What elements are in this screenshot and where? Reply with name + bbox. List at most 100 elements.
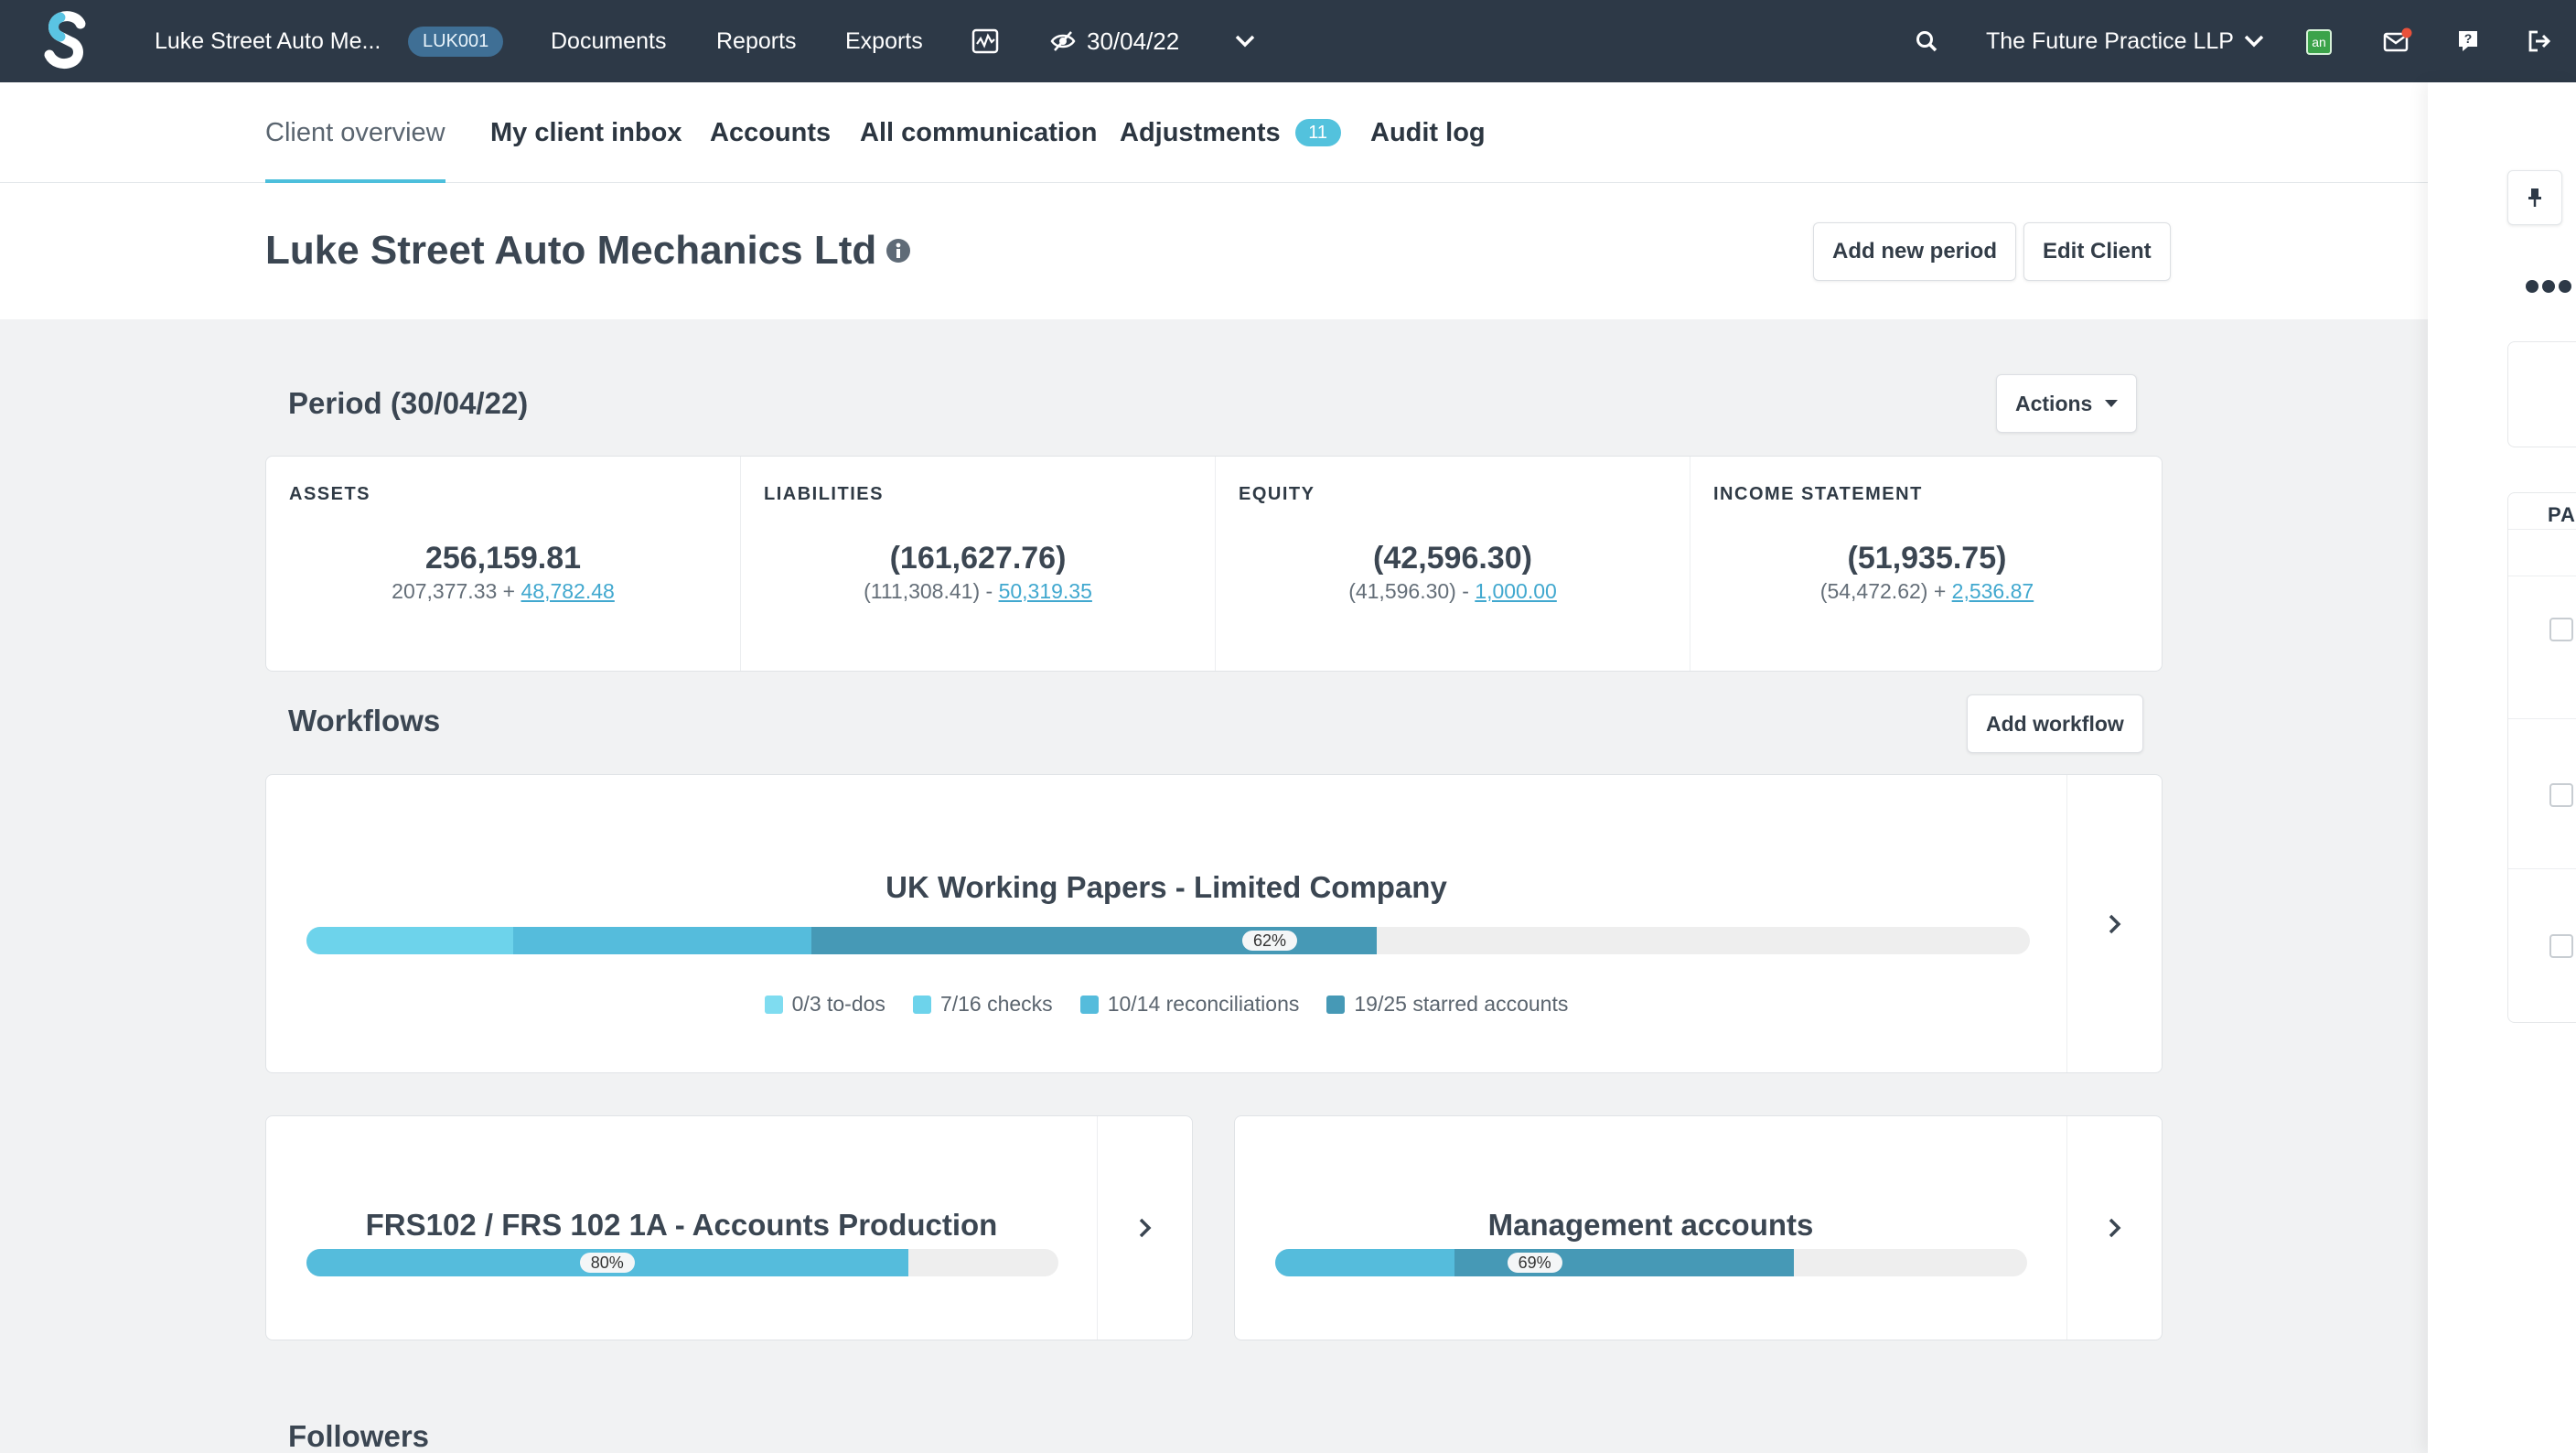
chevron-right-icon [2109, 914, 2120, 933]
nav-reports[interactable]: Reports [716, 27, 797, 54]
chevron-right-icon [1139, 1218, 1151, 1238]
workflow-title: FRS102 / FRS 102 1A - Accounts Productio… [365, 1208, 998, 1242]
period-date: 30/04/22 [1087, 27, 1180, 55]
legend-item-todos: 0/3 to-dos [764, 992, 886, 1017]
logout-icon[interactable] [2527, 28, 2552, 54]
legend-swatch [912, 995, 931, 1014]
tab-adjustments[interactable]: Adjustments 11 [1120, 82, 1341, 183]
client-name[interactable]: Luke Street Auto Me... [155, 27, 381, 54]
legend-swatch [1079, 995, 1099, 1014]
stat-income-statement: INCOME STATEMENT (51,935.75) (54,472.62)… [1690, 457, 2163, 671]
row-checkbox[interactable] [2549, 618, 2573, 641]
legend-swatch [764, 995, 783, 1014]
stat-base: (54,472.62) + [1819, 579, 1947, 603]
app-switch-icon[interactable]: an [2305, 28, 2333, 56]
top-navigation-bar: Luke Street Auto Me... LUK001 Documents … [0, 0, 2576, 82]
progress-percent: 62% [1241, 931, 1297, 951]
stat-adjustment-link[interactable]: 2,536.87 [1951, 579, 2034, 603]
chevron-right-icon [2109, 1218, 2120, 1238]
panel-card [2507, 341, 2576, 447]
stat-adjustment-link[interactable]: 50,319.35 [998, 579, 1092, 603]
tab-client-overview[interactable]: Client overview [265, 82, 445, 183]
actions-label: Actions [2015, 391, 2093, 415]
legend-label: 7/16 checks [939, 992, 1053, 1016]
activity-icon[interactable] [971, 27, 999, 55]
progress-segment [1275, 1249, 1454, 1276]
workflow-progress-bar: 69% [1275, 1249, 2027, 1276]
progress-percent: 69% [1507, 1253, 1562, 1273]
row-checkbox[interactable] [2549, 934, 2573, 958]
legend-item-starred-accounts: 19/25 starred accounts [1326, 992, 1568, 1017]
adjustments-count-badge: 11 [1294, 119, 1341, 146]
practice-selector[interactable]: The Future Practice LLP [1986, 0, 2265, 82]
svg-text:?: ? [2464, 31, 2473, 46]
stat-breakdown: (54,472.62) + 2,536.87 [1690, 579, 2163, 604]
page-header: Luke Street Auto Mechanics Ltd Add new p… [0, 184, 2428, 319]
mail-icon[interactable] [2383, 27, 2412, 55]
panel-list-header [2508, 493, 2576, 530]
workflow-open-button[interactable] [2066, 1116, 2162, 1340]
pin-panel-button[interactable] [2507, 170, 2562, 225]
nav-documents[interactable]: Documents [551, 27, 667, 54]
page-title: Luke Street Auto Mechanics Ltd [265, 228, 911, 274]
workflow-open-button[interactable] [1097, 1116, 1192, 1340]
progress-segment [513, 927, 811, 954]
legend-item-reconciliations: 10/14 reconciliations [1079, 992, 1299, 1017]
chevron-down-icon[interactable] [1233, 29, 1257, 53]
client-code-badge: LUK001 [408, 27, 504, 57]
stat-value: (42,596.30) [1373, 541, 1532, 576]
info-icon[interactable] [886, 238, 911, 264]
workflow-card-accounts-production[interactable]: FRS102 / FRS 102 1A - Accounts Productio… [265, 1115, 1193, 1340]
workflow-progress-bar: 80% [306, 1249, 1058, 1276]
period-summary-card: ASSETS 256,159.81 207,377.33 + 48,782.48… [265, 456, 2163, 672]
stat-value: (51,935.75) [1847, 541, 2007, 576]
workflow-legend: 0/3 to-dos 7/16 checks 10/14 reconciliat… [266, 992, 2066, 1017]
stat-label: LIABILITIES [764, 484, 884, 504]
search-icon[interactable] [1915, 29, 1938, 53]
progress-segment [1454, 1249, 1795, 1276]
progress-percent: 80% [579, 1253, 635, 1273]
help-icon[interactable]: ? [2455, 28, 2481, 54]
period-title: Period (30/04/22) [288, 386, 529, 420]
caret-down-icon [2105, 400, 2119, 407]
legend-item-checks: 7/16 checks [912, 992, 1053, 1017]
stat-liabilities: LIABILITIES (161,627.76) (111,308.41) - … [741, 457, 1216, 671]
pin-icon [2528, 188, 2541, 207]
workflow-open-button[interactable] [2066, 775, 2162, 1072]
workflow-card-main[interactable]: UK Working Papers - Limited Company 62% … [265, 774, 2163, 1073]
stat-value: 256,159.81 [424, 541, 582, 576]
actions-dropdown-button[interactable]: Actions [1996, 374, 2138, 433]
more-options-icon[interactable] [2523, 277, 2576, 300]
chevron-down-icon [2244, 35, 2264, 48]
workflow-title: Management accounts [1487, 1208, 1814, 1242]
stat-breakdown: (111,308.41) - 50,319.35 [741, 579, 1215, 604]
stat-assets: ASSETS 256,159.81 207,377.33 + 48,782.48 [266, 457, 741, 671]
add-workflow-button[interactable]: Add workflow [1967, 694, 2143, 753]
stat-base: (111,308.41) - [864, 579, 993, 603]
workflow-progress-bar: 62% [306, 927, 2030, 954]
tab-accounts[interactable]: Accounts [710, 117, 832, 147]
eye-slash-icon [1050, 31, 1076, 51]
stat-breakdown: (41,596.30) - 1,000.00 [1216, 579, 1690, 604]
legend-swatch [1326, 995, 1346, 1014]
tab-audit-log[interactable]: Audit log [1370, 117, 1486, 147]
app-logo[interactable] [40, 9, 91, 73]
workflow-title: UK Working Papers - Limited Company [886, 870, 1447, 904]
add-new-period-button[interactable]: Add new period [1813, 222, 2016, 281]
stat-base: 207,377.33 + [392, 579, 516, 603]
tab-my-client-inbox[interactable]: My client inbox [490, 117, 682, 147]
legend-label: 0/3 to-dos [791, 992, 886, 1016]
stat-label: ASSETS [289, 484, 371, 504]
nav-exports[interactable]: Exports [845, 27, 923, 54]
row-checkbox[interactable] [2549, 783, 2573, 807]
main-content: Period (30/04/22) Actions ASSETS 256,159… [0, 319, 2428, 1453]
tab-all-communication[interactable]: All communication [860, 117, 1098, 147]
legend-label: 19/25 starred accounts [1354, 992, 1569, 1016]
stat-adjustment-link[interactable]: 1,000.00 [1475, 579, 1557, 603]
edit-client-button[interactable]: Edit Client [2023, 222, 2171, 281]
practice-name: The Future Practice LLP [1986, 27, 2234, 54]
stat-adjustment-link[interactable]: 48,782.48 [521, 579, 615, 603]
workflow-card-management-accounts[interactable]: Management accounts 69% [1234, 1115, 2163, 1340]
period-selector[interactable]: 30/04/22 [1050, 0, 1179, 82]
followers-title: Followers [288, 1419, 430, 1453]
